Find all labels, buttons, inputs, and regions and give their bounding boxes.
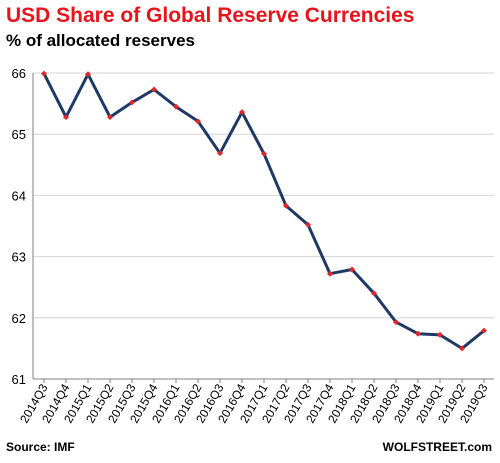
data-point: [437, 331, 443, 338]
site-credit: WOLFSTREET.com: [382, 440, 492, 454]
chart-title: USD Share of Global Reserve Currencies: [6, 4, 415, 27]
data-point: [173, 103, 179, 110]
data-point: [261, 150, 267, 157]
data-point: [41, 70, 47, 77]
data-point: [481, 327, 487, 334]
data-point: [85, 71, 91, 78]
data-point: [327, 270, 333, 277]
source-note: Source: IMF: [6, 440, 75, 454]
data-point: [393, 319, 399, 326]
y-tick-label: 65: [12, 127, 26, 142]
data-point: [195, 118, 201, 125]
y-tick-label: 61: [12, 372, 26, 387]
data-point: [217, 150, 223, 157]
chart-subtitle: % of allocated reserves: [6, 31, 195, 50]
data-point: [283, 202, 289, 209]
data-point: [63, 114, 69, 121]
data-point: [239, 109, 245, 116]
data-point: [371, 290, 377, 297]
data-point: [151, 86, 157, 93]
data-point: [459, 345, 465, 352]
y-tick-label: 64: [12, 188, 26, 203]
y-tick-label: 62: [12, 311, 26, 326]
data-point: [415, 330, 421, 337]
y-tick-label: 66: [12, 66, 26, 81]
data-point: [305, 221, 311, 228]
data-point: [349, 266, 355, 273]
data-point: [107, 114, 113, 121]
y-tick-label: 63: [12, 250, 26, 265]
data-point: [129, 99, 135, 106]
